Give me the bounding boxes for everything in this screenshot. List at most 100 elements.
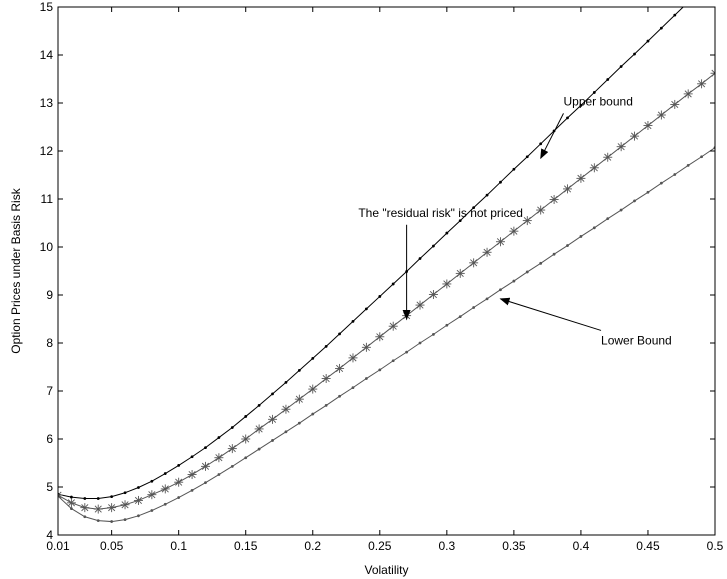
- data-point: [415, 300, 425, 310]
- series-line: [58, 147, 715, 523]
- data-point: [204, 481, 207, 485]
- data-point: [190, 488, 194, 492]
- data-point: [271, 392, 274, 396]
- data-point: [70, 495, 73, 499]
- annotation-3: Lower Bound: [499, 297, 672, 347]
- data-point: [110, 495, 114, 498]
- star-stroke: [416, 301, 424, 309]
- data-point: [579, 235, 583, 238]
- data-point: [606, 78, 610, 81]
- x-tick-label: 0.35: [502, 539, 526, 553]
- data-point: [163, 472, 167, 475]
- data-point: [472, 206, 476, 210]
- data-point: [351, 386, 355, 390]
- data-point: [217, 473, 221, 476]
- data-point: [284, 430, 288, 434]
- star-stroke: [81, 504, 89, 512]
- data-point: [458, 219, 462, 223]
- data-point: [482, 247, 492, 257]
- data-point: [428, 290, 438, 300]
- series-1: [58, 7, 684, 500]
- data-point: [133, 495, 143, 505]
- data-point: [230, 464, 234, 468]
- data-point: [512, 279, 516, 283]
- star-stroke: [58, 491, 62, 496]
- series-line: [58, 72, 715, 510]
- data-point: [190, 455, 194, 459]
- x-tick-label: 0.05: [100, 539, 124, 553]
- data-point: [93, 504, 103, 514]
- x-tick-label: 0.4: [573, 539, 590, 553]
- x-axis-label: Volatility: [364, 563, 408, 577]
- data-point: [257, 404, 261, 407]
- y-tick-label: 15: [40, 0, 54, 14]
- data-point: [160, 484, 170, 494]
- y-tick-label: 10: [40, 240, 54, 254]
- data-point: [686, 164, 690, 167]
- annotation-arrow: [540, 113, 564, 160]
- data-point: [619, 65, 623, 68]
- star-stroke: [362, 343, 370, 351]
- data-point: [83, 497, 87, 500]
- star-stroke: [175, 478, 183, 486]
- data-point: [311, 356, 315, 360]
- star-stroke: [336, 364, 344, 372]
- data-point: [321, 374, 331, 384]
- star-stroke: [349, 354, 357, 362]
- data-point: [174, 477, 184, 487]
- data-point: [204, 446, 207, 450]
- data-point: [432, 244, 435, 248]
- annotation-text: Upper bound: [563, 94, 632, 108]
- star-stroke: [483, 248, 491, 256]
- star-stroke: [228, 445, 236, 453]
- data-point: [539, 261, 543, 265]
- data-point: [348, 353, 358, 363]
- star-stroke: [590, 164, 598, 172]
- data-point: [311, 412, 315, 416]
- star-stroke: [711, 69, 715, 74]
- annotation-text: Lower Bound: [601, 333, 672, 347]
- data-point: [351, 320, 355, 323]
- data-point: [137, 486, 140, 489]
- data-point: [70, 507, 73, 510]
- star-stroke: [523, 217, 531, 225]
- data-point: [603, 152, 613, 162]
- data-point: [241, 434, 251, 444]
- annotation-text: The "residual risk" is not priced: [358, 206, 523, 220]
- data-point: [673, 13, 677, 17]
- x-tick-label: 0.15: [234, 539, 258, 553]
- data-point: [646, 39, 650, 43]
- data-point: [432, 332, 435, 336]
- star-stroke: [389, 322, 397, 330]
- data-point: [281, 404, 291, 414]
- x-tick-label: 0.1: [170, 539, 187, 553]
- y-tick-label: 9: [46, 288, 53, 302]
- data-point: [445, 323, 449, 327]
- data-point: [294, 394, 304, 404]
- tick-layer: 0.01 0.05 0.1 0.15 0.2 0.25 0.3 0.35 0.4 0.45 0.5 4…: [40, 0, 724, 553]
- data-point: [214, 453, 224, 463]
- series-3: [58, 146, 715, 523]
- data-point: [391, 359, 395, 363]
- star-stroke: [510, 227, 518, 235]
- star-stroke: [563, 185, 572, 193]
- data-point: [659, 26, 663, 30]
- data-point: [297, 368, 301, 372]
- data-point: [499, 180, 502, 184]
- x-tick-label: 0.3: [438, 539, 455, 553]
- x-tick-label: 0.2: [304, 539, 321, 553]
- star-stroke: [657, 111, 665, 119]
- data-point: [271, 439, 274, 442]
- data-point: [324, 404, 328, 407]
- data-point: [375, 332, 385, 342]
- data-point: [297, 421, 301, 425]
- star-stroke: [58, 494, 62, 499]
- star-stroke: [604, 153, 612, 161]
- star-stroke: [282, 405, 290, 413]
- star-stroke: [94, 505, 102, 513]
- star-stroke: [671, 100, 679, 108]
- data-point: [391, 282, 395, 286]
- data-point: [150, 509, 154, 512]
- data-point: [619, 208, 623, 212]
- series-line: [58, 7, 684, 500]
